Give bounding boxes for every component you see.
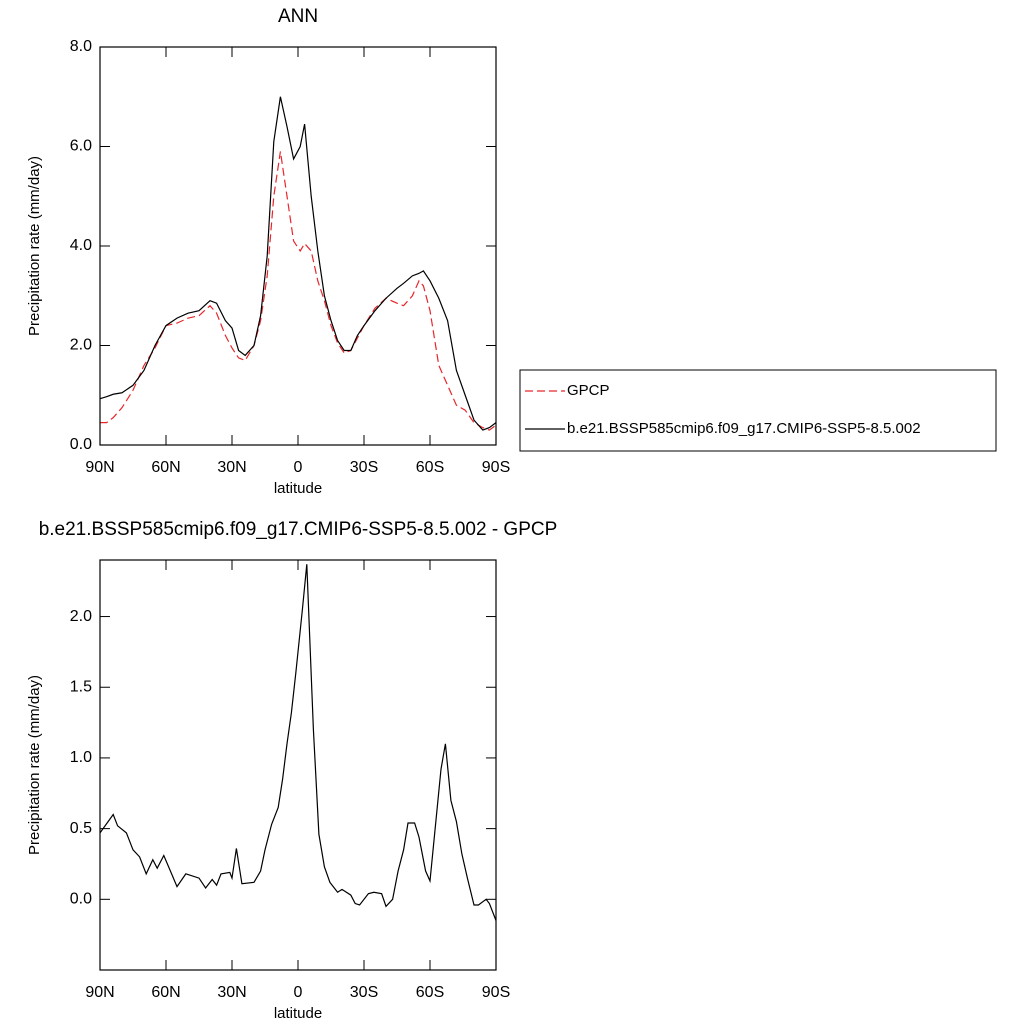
y-tick-label: 0.0 [70,436,92,453]
x-tick-label: 0 [294,459,303,476]
legend-box [519,369,997,452]
data-line [99,564,497,921]
y-axis-label: Precipitation rate (mm/day) [26,675,43,855]
x-tick-label: 90N [85,459,114,476]
x-tick-label: 30S [350,459,378,476]
x-tick-label: 90S [482,984,510,1001]
y-tick-label: 1.0 [70,749,92,766]
x-tick-label: 30N [217,984,246,1001]
x-tick-label: 0 [294,984,303,1001]
chart-title: b.e21.BSSP585cmip6.f09_g17.CMIP6-SSP5-8.… [39,519,558,540]
chart-title: ANN [278,6,318,27]
x-tick-label: 30S [350,984,378,1001]
y-tick-label: 8.0 [70,38,92,55]
x-axis-label: latitude [274,1005,322,1022]
x-tick-label: 60S [416,984,444,1001]
x-tick-label: 90S [482,459,510,476]
x-tick-label: 60N [151,984,180,1001]
legend-label: b.e21.BSSP585cmip6.f09_g17.CMIP6-SSP5-8.… [567,420,921,437]
legend-label: GPCP [567,382,610,399]
y-tick-label: 0.5 [70,820,92,837]
y-tick-label: 2.0 [70,337,92,354]
x-tick-label: 90N [85,984,114,1001]
y-tick-label: 1.5 [70,678,92,695]
y-tick-label: 0.0 [70,891,92,908]
plot-frame [99,559,497,971]
plot-frame [99,46,497,446]
x-tick-label: 60S [416,459,444,476]
y-tick-label: 2.0 [70,608,92,625]
x-tick-label: 30N [217,459,246,476]
data-line [100,151,497,431]
y-tick-label: 6.0 [70,138,92,155]
x-tick-label: 60N [151,459,180,476]
y-tick-label: 4.0 [70,237,92,254]
y-axis-label: Precipitation rate (mm/day) [26,156,43,336]
x-axis-label: latitude [274,480,322,497]
data-line [99,96,497,431]
